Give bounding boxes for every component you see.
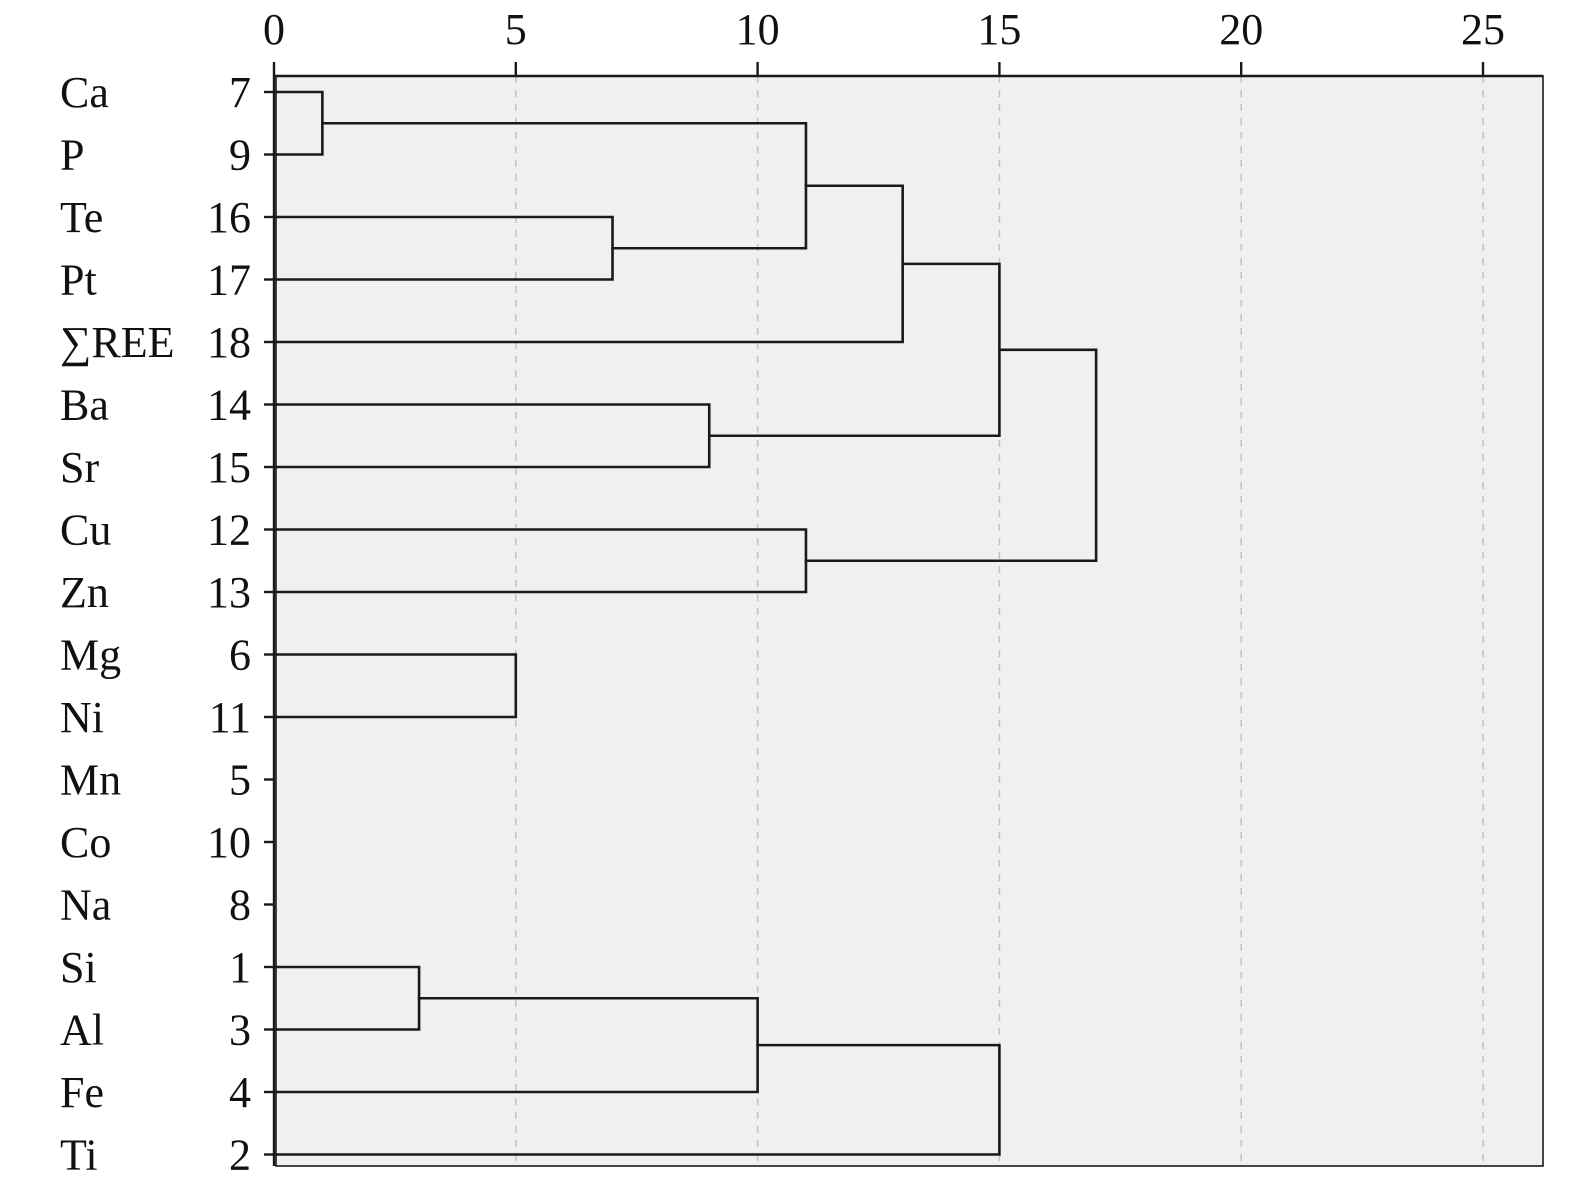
leaf-label: Mg (60, 631, 121, 680)
leaf-id: 2 (229, 1131, 251, 1180)
leaf-id: 16 (207, 193, 251, 242)
leaf-label: Co (60, 818, 111, 867)
leaf-label: Na (60, 881, 111, 930)
leaf-id: 1 (229, 943, 251, 992)
leaf-label: Ba (60, 381, 109, 430)
leaf-label: Te (60, 193, 103, 242)
leaf-label: ∑REE (60, 318, 174, 367)
x-axis: 0 5 10 15 20 25 (263, 5, 1543, 1166)
tick-label: 5 (505, 5, 527, 54)
tick-label: 10 (736, 5, 780, 54)
leaf-id: 14 (207, 381, 251, 430)
leaf-label: Ca (60, 68, 109, 117)
leaf-label: Al (60, 1006, 104, 1055)
leaf-id: 13 (207, 568, 251, 617)
leaf-label: Si (60, 943, 97, 992)
leaf-label: Cu (60, 506, 111, 555)
leaf-id: 17 (207, 256, 251, 305)
leaf-label: Pt (60, 256, 97, 305)
tick-label: 0 (263, 5, 285, 54)
leaf-label: P (60, 131, 84, 180)
leaf-id: 10 (207, 818, 251, 867)
leaf-id: 8 (229, 881, 251, 930)
leaf-label: Ti (60, 1131, 98, 1180)
leaf-id: 5 (229, 756, 251, 805)
leaf-id: 4 (229, 1068, 251, 1117)
dendrogram-link (272, 653, 518, 719)
plot-area (275, 75, 1544, 1167)
dendrogram-links (272, 90, 1098, 1156)
leaf-label: Mn (60, 756, 121, 805)
dendrogram-link (272, 1043, 1001, 1156)
tick-label: 20 (1219, 5, 1263, 54)
leaf-id: 3 (229, 1006, 251, 1055)
leaf-id: 7 (229, 68, 251, 117)
leaf-label: Zn (60, 568, 109, 617)
leaf-id: 9 (229, 131, 251, 180)
leaf-id: 6 (229, 631, 251, 680)
dendrogram-link (804, 348, 1098, 563)
leaf-id: 12 (207, 506, 251, 555)
tick-label: 15 (977, 5, 1021, 54)
leaf-id: 11 (209, 693, 251, 742)
leaf-label: Sr (60, 443, 99, 492)
leaf-label: Fe (60, 1068, 104, 1117)
leaf-label: Ni (60, 693, 104, 742)
tick-label: 25 (1461, 5, 1505, 54)
leaf-id: 15 (207, 443, 251, 492)
leaf-id: 18 (207, 318, 251, 367)
